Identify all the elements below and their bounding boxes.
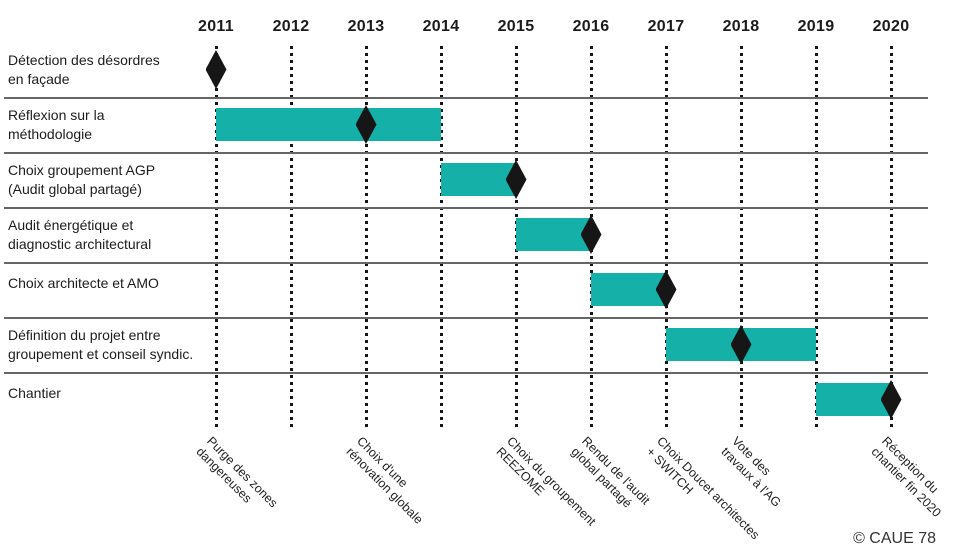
year-gridline: [664, 46, 668, 428]
row-label-line: Définition du projet entre: [8, 327, 161, 343]
row-label-line: diagnostic architectural: [8, 236, 152, 252]
year-label: 2018: [722, 18, 760, 35]
year-gridline: [364, 46, 368, 428]
milestone-diamond-icon: [730, 325, 752, 364]
year-label: 2015: [497, 18, 535, 35]
milestone-diamond-icon: [505, 160, 527, 199]
task-bar: [816, 383, 891, 416]
row-label-line: Audit énergétique et: [8, 217, 134, 233]
year-gridline: [739, 46, 743, 428]
row-label-line: Choix architecte et AMO: [8, 275, 159, 291]
year-gridline: [214, 46, 218, 428]
milestone-diamond-icon: [580, 215, 602, 254]
row-separator: [4, 207, 928, 209]
milestone-annotation: Choix d'une rénovation globale: [343, 434, 436, 527]
milestone-diamond-icon: [655, 270, 677, 309]
row-label-line: groupement et conseil syndic.: [8, 346, 194, 362]
task-bar: [591, 273, 666, 306]
task-bar: [441, 163, 516, 196]
row-label: Réflexion sur la méthodologie: [8, 106, 105, 144]
row-label: Détection des désordres en façade: [8, 51, 160, 89]
row-label-line: Réflexion sur la: [8, 107, 105, 123]
row-label-line: en façade: [8, 71, 70, 87]
row-label: Audit énergétique et diagnostic architect…: [8, 216, 151, 254]
row-separator: [4, 152, 928, 154]
row-separator: [4, 317, 928, 319]
row-label-line: Chantier: [8, 385, 61, 401]
year-label: 2019: [797, 18, 835, 35]
row-label: Choix architecte et AMO: [8, 274, 159, 293]
copyright-credit: © CAUE 78: [853, 530, 936, 547]
row-label: Chantier: [8, 384, 61, 403]
row-label: Définition du projet entre groupement et …: [8, 326, 193, 364]
year-label: 2016: [572, 18, 610, 35]
year-gridline: [289, 46, 293, 428]
year-label: 2012: [272, 18, 310, 35]
task-bar: [516, 218, 591, 251]
row-separator: [4, 97, 928, 99]
year-label: 2014: [422, 18, 460, 35]
year-label: 2013: [347, 18, 385, 35]
year-gridline: [814, 46, 818, 428]
row-separator: [4, 372, 928, 374]
milestone-diamond-icon: [205, 50, 227, 89]
row-label-line: Détection des désordres: [8, 52, 160, 68]
year-label: 2020: [872, 18, 910, 35]
year-label: 2011: [198, 18, 234, 35]
milestone-diamond-icon: [355, 105, 377, 144]
milestone-diamond-icon: [880, 380, 902, 419]
year-gridline: [439, 46, 443, 428]
milestone-annotation: Réception du chantier fin 2020: [868, 434, 955, 521]
row-label-line: (Audit global partagé): [8, 181, 142, 197]
row-label: Choix groupement AGP (Audit global partag…: [8, 161, 155, 199]
task-bar: [216, 108, 441, 141]
year-gridline: [889, 46, 893, 428]
milestone-annotation: Purge des zones dangereuses: [193, 434, 280, 522]
row-label-line: méthodologie: [8, 126, 93, 142]
row-label-line: Choix groupement AGP: [8, 162, 156, 178]
row-separator: [4, 262, 928, 264]
year-label: 2017: [647, 18, 685, 35]
